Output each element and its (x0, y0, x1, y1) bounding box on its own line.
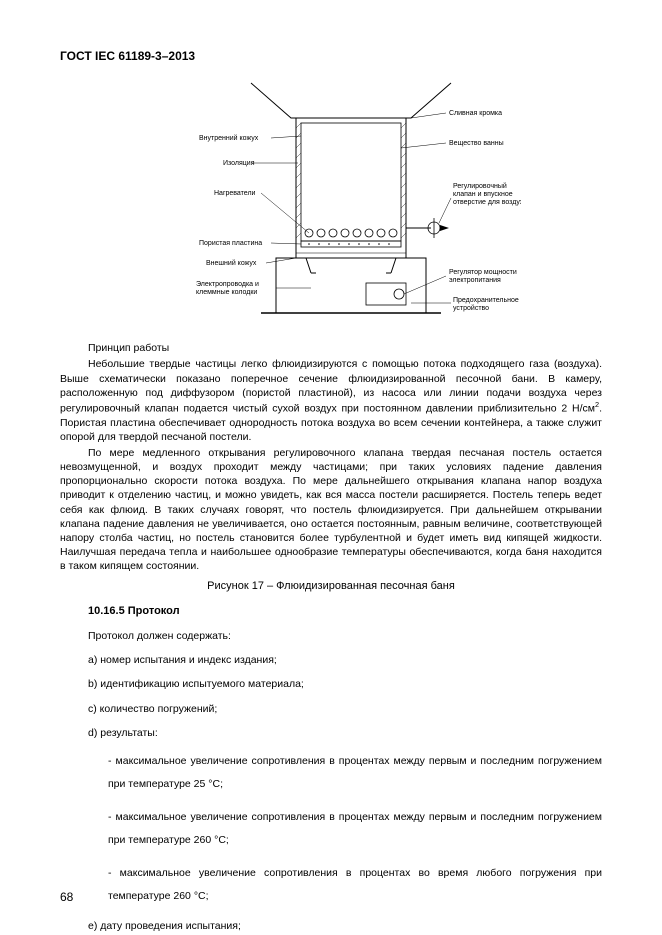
item-d1: - максимальное увеличение сопротивления … (108, 750, 602, 796)
protocol-intro: Протокол должен содержать: (88, 629, 602, 643)
item-c: c) количество погружений; (88, 702, 602, 716)
item-a: a) номер испытания и индекс издания; (88, 653, 602, 667)
label-outer-casing: Внешний кожух (206, 259, 257, 267)
paragraph-2: По мере медленного открывания регулирово… (60, 446, 602, 574)
item-d3: - максимальное увеличение сопротивления … (108, 862, 602, 908)
label-valve-1: Регулировочный (453, 182, 507, 190)
label-valve-3: отверстие для воздуха (453, 199, 521, 206)
label-wiring-1: Электропроводка и (196, 281, 259, 288)
diagram-fluidized-bath: Внутренний кожух Изоляция Нагреватели По… (141, 78, 521, 333)
label-safety-2: устройство (453, 304, 489, 312)
label-safety-1: Предохранительное (453, 297, 519, 304)
label-power-1: Регулятор мощности (449, 269, 517, 276)
label-heaters: Нагреватели (214, 190, 256, 197)
label-valve-2: клапан и впускное (453, 191, 513, 198)
figure-caption: Рисунок 17 – Флюидизированная песочная б… (60, 579, 602, 594)
item-d: d) результаты: (88, 726, 602, 740)
label-porous-plate: Пористая пластина (199, 240, 262, 247)
para1-main: Небольшие твердые частицы легко флюидизи… (60, 358, 602, 414)
section-10-16-5-title: 10.16.5 Протокол (88, 604, 602, 619)
label-wiring-2: клеммные колодки (196, 289, 257, 296)
paragraph-1: Небольшие твердые частицы легко флюидизи… (60, 357, 602, 444)
item-e: e) дату проведения испытания; (88, 919, 602, 933)
principle-heading: Принцип работы (60, 341, 602, 355)
page: ГОСТ IEC 61189-3–2013 (0, 0, 662, 935)
item-b: b) идентификацию испытуемого материала; (88, 677, 602, 691)
label-drain: Сливная кромка (449, 110, 502, 117)
item-d2: - максимальное увеличение сопротивления … (108, 806, 602, 852)
page-number: 68 (60, 889, 73, 905)
label-inner-casing: Внутренний кожух (199, 134, 259, 142)
document-id: ГОСТ IEC 61189-3–2013 (60, 48, 602, 64)
label-bath: Вещество ванны (449, 140, 504, 147)
label-power-2: электропитания (449, 277, 501, 284)
label-insulation: Изоляция (223, 160, 255, 167)
